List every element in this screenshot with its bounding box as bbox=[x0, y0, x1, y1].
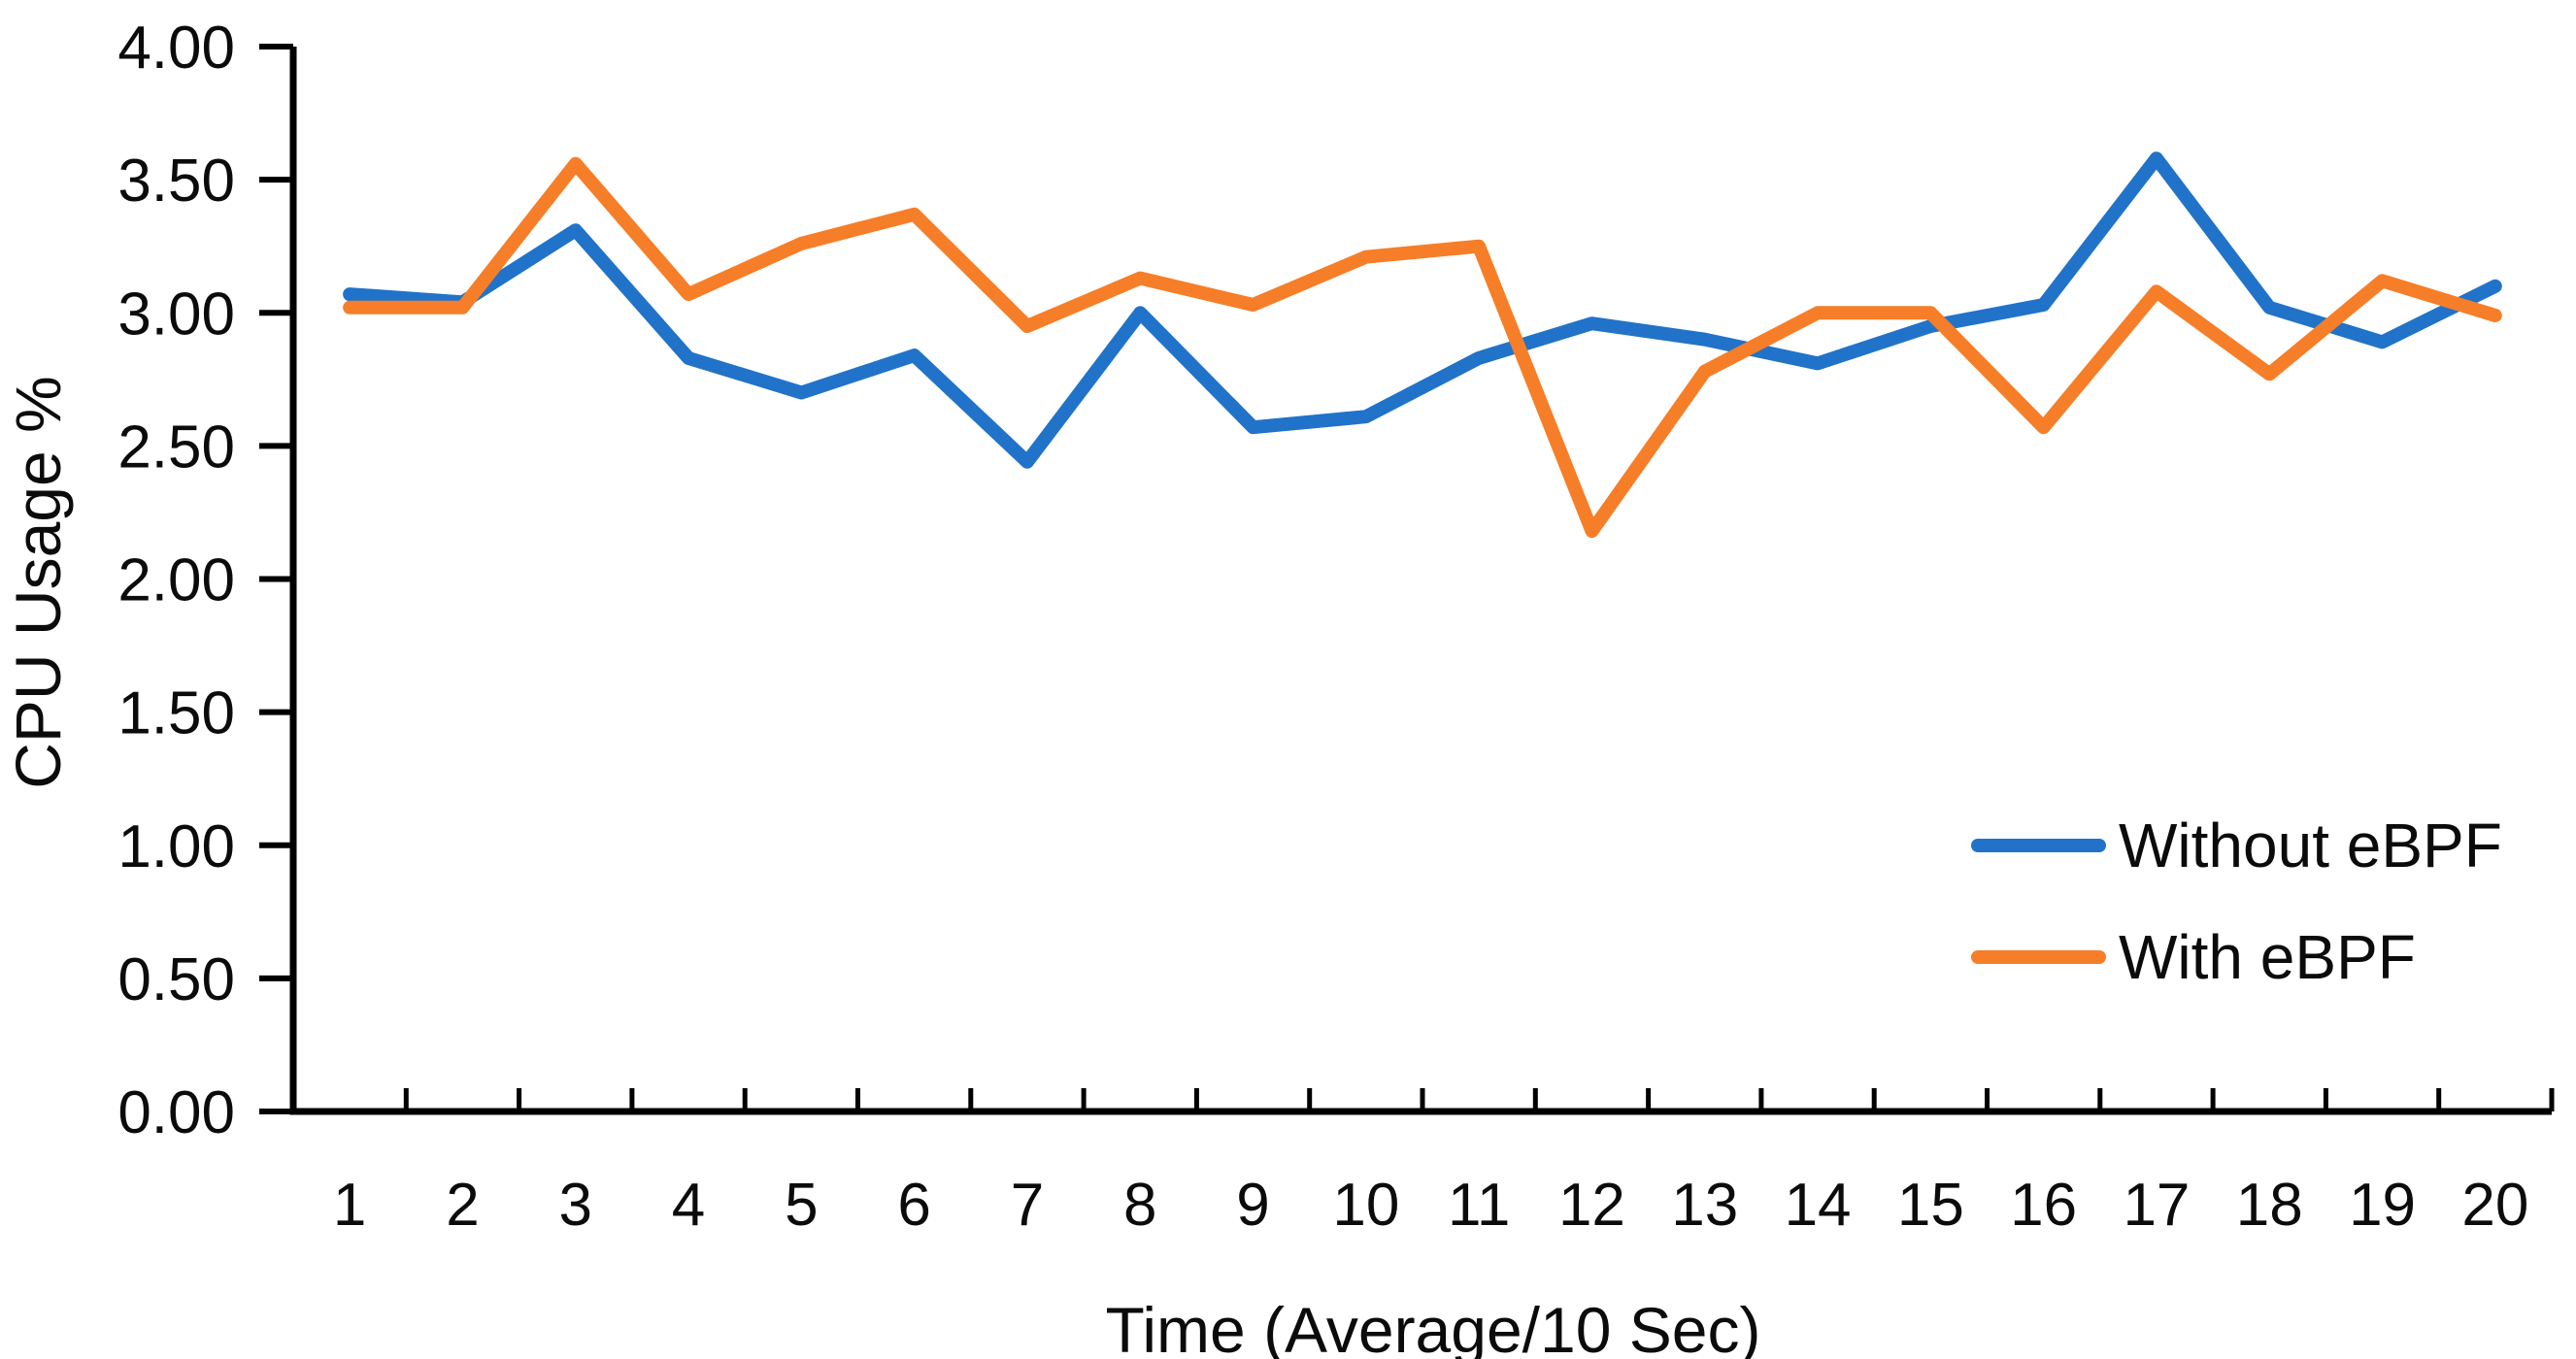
x-axis-tick-label: 12 bbox=[1558, 1172, 1625, 1239]
axis-lines bbox=[289, 47, 2552, 1115]
y-axis-tick-label: 4.00 bbox=[117, 15, 235, 82]
series-line-with-ebpf bbox=[343, 156, 2502, 539]
x-axis-tick-label: 10 bbox=[1332, 1172, 1399, 1239]
legend-label-with-ebpf: With eBPF bbox=[2119, 922, 2416, 992]
x-axis-tick-label: 1 bbox=[333, 1172, 366, 1239]
x-axis-tick-label: 11 bbox=[1448, 1172, 1510, 1239]
y-axis-title: CPU Usage % bbox=[2, 376, 74, 789]
x-axis-tick-label: 2 bbox=[446, 1172, 479, 1239]
plot-area: 0.000.501.001.502.002.503.003.504.001 2 3 4… bbox=[117, 15, 2555, 1239]
x-axis-tick-label: 7 bbox=[1011, 1172, 1044, 1239]
y-axis-tick-label: 3.00 bbox=[117, 281, 235, 348]
x-axis-tick-label: 17 bbox=[2123, 1172, 2190, 1239]
y-axis-tick-label: 2.00 bbox=[117, 547, 235, 614]
x-axis-tick-label: 5 bbox=[785, 1172, 818, 1239]
series-line-without-ebpf bbox=[343, 151, 2502, 469]
x-axis-tick-label: 15 bbox=[1897, 1172, 1964, 1239]
y-axis-tick-label: 1.00 bbox=[117, 813, 235, 880]
x-axis-tick-label: 4 bbox=[672, 1172, 705, 1239]
legend: Without eBPF With eBPF bbox=[2119, 811, 2502, 992]
x-axis-tick-label: 6 bbox=[897, 1172, 930, 1239]
x-axis-tick-label: 14 bbox=[1785, 1172, 1852, 1239]
legend-label-without-ebpf: Without eBPF bbox=[2119, 811, 2502, 880]
x-axis-tick-label: 9 bbox=[1236, 1172, 1269, 1239]
x-axis-tick-label: 16 bbox=[2010, 1172, 2077, 1239]
y-axis-tick-label: 0.50 bbox=[117, 946, 235, 1013]
x-axis-title: Time (Average/10 Sec) bbox=[1106, 1294, 1761, 1359]
x-axis-tick-label: 13 bbox=[1671, 1172, 1738, 1239]
y-axis-tick-label: 2.50 bbox=[117, 414, 235, 481]
y-axis-tick-label: 1.50 bbox=[117, 680, 235, 747]
x-axis-tick-label: 8 bbox=[1123, 1172, 1156, 1239]
x-axis-tick-label: 19 bbox=[2349, 1172, 2416, 1239]
x-axis-tick-label: 3 bbox=[559, 1172, 592, 1239]
x-axis-tick-label: 20 bbox=[2461, 1172, 2528, 1239]
x-axis-tick-label: 18 bbox=[2236, 1172, 2303, 1239]
y-axis-tick-label: 0.00 bbox=[117, 1079, 235, 1146]
y-axis-tick-label: 3.50 bbox=[117, 148, 235, 215]
